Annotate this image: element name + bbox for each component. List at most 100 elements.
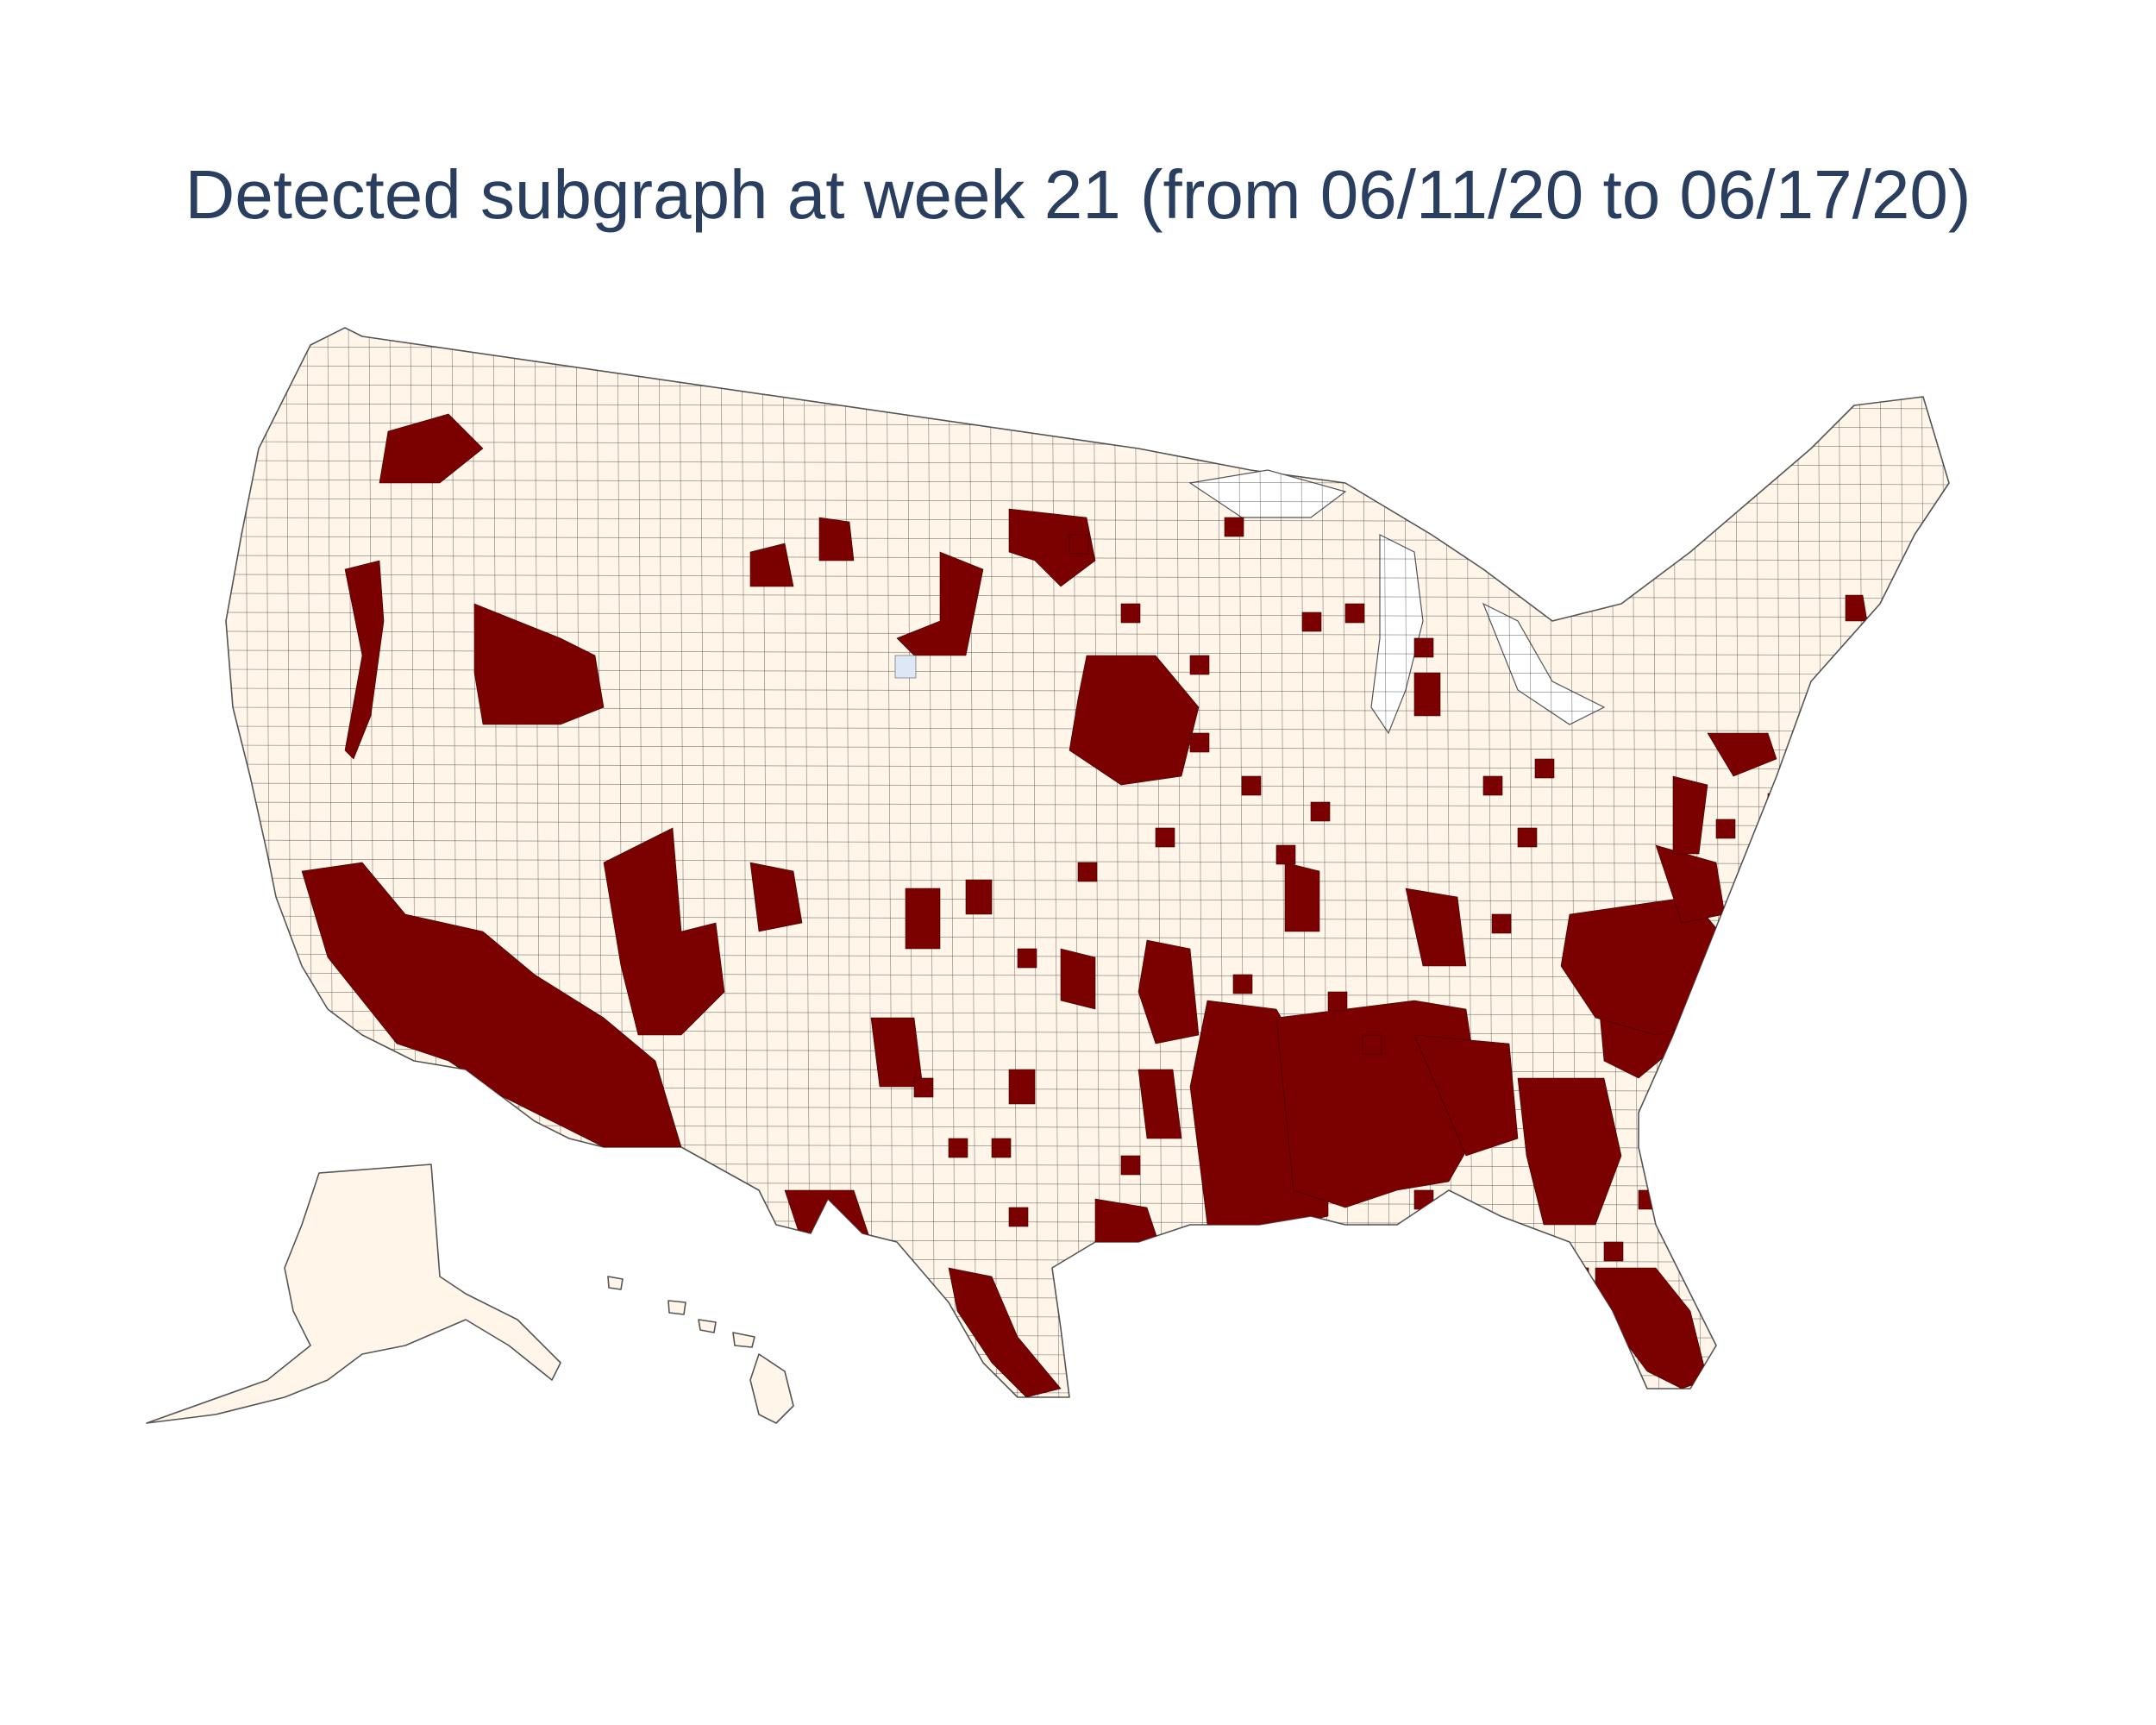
hawaii-maui: [732, 1332, 755, 1348]
detected-county: [1327, 991, 1348, 1012]
detected-county: [1413, 1189, 1434, 1210]
detected-county: [1069, 534, 1089, 555]
county-border: [216, 1409, 1966, 1414]
detected-county-cluster: [379, 413, 484, 484]
hawaii-big-island: [749, 1353, 794, 1424]
detected-county: [1344, 603, 1365, 624]
county-border: [226, 1276, 1949, 1283]
alaska-shape: [146, 1164, 561, 1424]
detected-county-cluster: [1405, 888, 1467, 967]
detected-county: [1077, 862, 1098, 882]
detected-county-cluster: [1413, 1034, 1519, 1157]
lake-erie-huron: [1482, 602, 1606, 725]
detected-county-cluster: [1672, 775, 1708, 855]
detected-county-cluster: [818, 517, 855, 561]
detected-county-cluster: [1069, 655, 1200, 786]
detected-county-cluster: [1413, 672, 1441, 717]
detected-county-cluster: [905, 888, 941, 950]
detected-county-cluster: [473, 603, 605, 725]
detected-county: [1750, 879, 1771, 900]
county-border: [906, 328, 915, 1397]
detected-county: [1155, 827, 1175, 848]
county-border: [226, 574, 1949, 580]
detected-county-cluster: [749, 543, 794, 587]
detected-county: [1569, 1267, 1589, 1288]
detected-county: [948, 1138, 968, 1158]
county-border: [886, 328, 894, 1397]
detected-county: [1120, 1155, 1141, 1176]
detected-county: [1241, 775, 1262, 796]
detected-county: [1413, 637, 1434, 658]
detected-county-cluster: [749, 862, 803, 932]
county-border: [1010, 328, 1018, 1397]
county-border: [226, 593, 1949, 599]
detected-county-cluster: [344, 560, 385, 760]
hawaii-oahu: [698, 1319, 717, 1333]
county-border: [948, 328, 956, 1397]
detected-county-cluster: [965, 879, 993, 915]
county-border: [989, 328, 998, 1397]
detected-county: [991, 1138, 1012, 1158]
hawaii-kauai: [667, 1300, 686, 1315]
detected-county: [1603, 1241, 1624, 1262]
hawaii-niihau: [607, 1276, 624, 1290]
detected-county-cluster: [1284, 862, 1320, 932]
detected-county: [1301, 612, 1322, 632]
detected-county: [1517, 827, 1538, 848]
detected-county-cluster: [1008, 1069, 1036, 1105]
county-border: [226, 1257, 1949, 1264]
detected-county-cluster: [1138, 1069, 1182, 1139]
county-border: [1755, 328, 1764, 1397]
detected-county: [1638, 1189, 1658, 1210]
water-body: [1771, 939, 1794, 963]
detected-county: [1189, 655, 1210, 675]
detected-county: [913, 1077, 934, 1098]
detected-county-cluster: [1595, 1267, 1708, 1389]
hawaii-inset: [607, 1276, 794, 1424]
detected-county-cluster: [1138, 939, 1200, 1044]
county-border: [927, 328, 936, 1397]
detected-county: [1689, 1138, 1710, 1158]
detected-county: [1232, 974, 1253, 994]
county-border: [226, 763, 1949, 770]
detected-county: [1017, 948, 1037, 969]
county-border: [226, 328, 232, 1397]
detected-county-cluster: [1060, 948, 1096, 1010]
detected-county-cluster: [1517, 1077, 1622, 1226]
county-border: [226, 346, 1949, 353]
detected-county-cluster: [870, 1017, 924, 1088]
county-border: [226, 1389, 1949, 1396]
contiguous-us: [216, 327, 1966, 1414]
county-border: [1031, 328, 1039, 1397]
detected-county: [1465, 1241, 1486, 1262]
county-border: [1051, 328, 1060, 1397]
alaska-inset: [146, 1164, 561, 1424]
county-border: [1072, 328, 1081, 1397]
lake-superior: [1188, 469, 1347, 518]
water-body: [894, 655, 917, 679]
detected-county: [1362, 1034, 1382, 1055]
detected-county-cluster: [603, 827, 725, 1036]
detected-county: [1275, 844, 1296, 865]
detected-county: [1482, 775, 1503, 796]
map-title: Detected subgraph at week 21 (from 06/11…: [185, 156, 1971, 233]
detected-county-cluster: [1707, 732, 1777, 777]
lake-michigan: [1370, 534, 1424, 735]
detected-county: [1767, 793, 1788, 813]
county-border: [968, 328, 977, 1397]
detected-county: [1534, 758, 1555, 779]
detected-county-cluster: [301, 862, 682, 1148]
county-border: [226, 612, 1949, 618]
detected-county: [1120, 603, 1141, 624]
detected-county: [1008, 1207, 1029, 1227]
detected-subgraph: [301, 413, 1868, 1397]
detected-county: [1224, 517, 1244, 537]
detected-county-cluster: [1008, 508, 1096, 587]
detected-county: [1310, 801, 1331, 822]
county-border: [226, 328, 1949, 334]
detected-county: [1715, 819, 1736, 839]
detected-county-cluster: [948, 1267, 1062, 1397]
detected-county: [1491, 913, 1512, 934]
detected-county: [1189, 732, 1210, 753]
